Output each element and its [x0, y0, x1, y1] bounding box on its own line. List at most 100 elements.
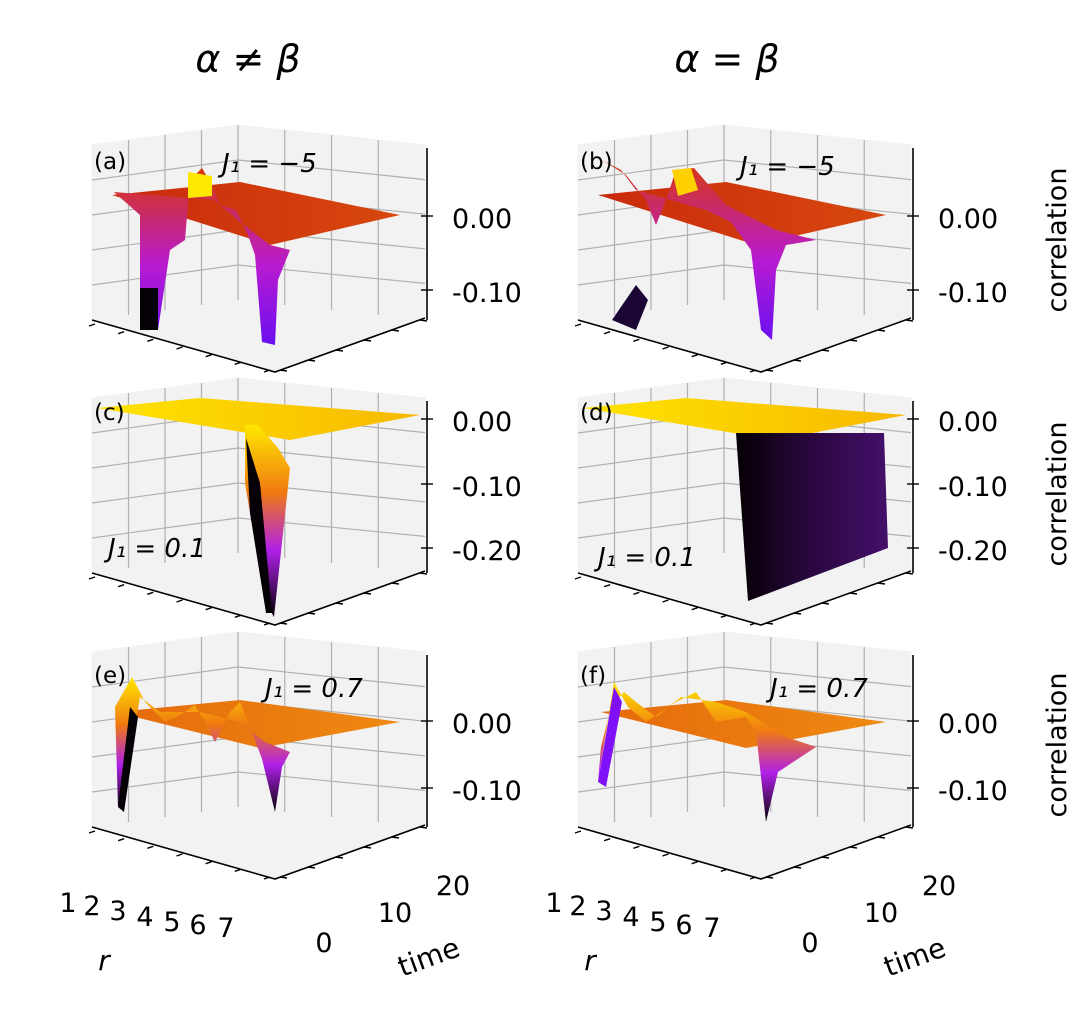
r-tick — [662, 346, 669, 350]
panel-label: (b) — [580, 149, 613, 175]
r-tick — [574, 576, 582, 580]
surface-panel-b: 0.00 -0.10 (b) J₁ = −5 correlation — [574, 124, 1073, 373]
surface — [598, 160, 886, 340]
surface-min — [612, 285, 648, 330]
r-tick — [749, 876, 757, 880]
r-tick-label: 5 — [163, 907, 180, 938]
time-tick — [307, 612, 316, 615]
time-tick — [905, 319, 914, 322]
r-tick — [574, 323, 582, 327]
time-tick — [363, 846, 372, 849]
time-tick — [335, 602, 344, 605]
r-tick — [117, 838, 125, 842]
r-tick — [234, 868, 242, 872]
time-tick — [877, 836, 886, 839]
r-tick-label: 6 — [189, 910, 206, 941]
surface — [112, 168, 400, 345]
z-tick-label: -0.10 — [452, 278, 522, 309]
time-tick — [821, 856, 830, 859]
surface-min — [140, 288, 158, 330]
time-tick — [765, 876, 774, 879]
time-tick-label: 0 — [801, 928, 818, 959]
r-tick-label: 7 — [217, 913, 234, 944]
r-tick-label: 5 — [649, 907, 666, 938]
surface-min — [118, 707, 138, 812]
z-tick-label: 0.00 — [452, 709, 512, 740]
r-tick — [603, 584, 611, 588]
z-tick-label: -0.10 — [452, 472, 522, 503]
r-tick — [263, 876, 271, 880]
time-tick — [419, 319, 428, 322]
surface-sheet — [97, 398, 420, 440]
r-tick — [603, 331, 611, 335]
surface-sheet — [583, 398, 906, 440]
r-tick — [691, 861, 698, 865]
r-tick-label: 1 — [545, 888, 562, 919]
surface-dips — [598, 682, 816, 822]
surface-peak — [188, 172, 212, 198]
r-tick-label: 2 — [569, 891, 586, 922]
r-tick-label: 3 — [595, 896, 612, 927]
z-axis-label: correlation — [1042, 673, 1073, 818]
surface-panel-c: 0.00 -0.10 -0.20 (c) J₁ = 0.1 — [88, 377, 522, 626]
z-axis-label: correlation — [1042, 168, 1073, 313]
surface-min — [598, 687, 622, 787]
z-tick-label: 0.00 — [452, 407, 512, 438]
time-tick — [363, 592, 372, 595]
surface — [97, 398, 420, 617]
surface-dips — [736, 433, 888, 601]
time-tick — [793, 612, 802, 615]
r-tick-label: 4 — [136, 902, 153, 933]
time-tick — [821, 602, 830, 605]
surface-panel-e: 0.00 -0.10 (e) J₁ = 0.7 1 2 3 4 5 6 7 0 10 20 r time — [59, 631, 522, 983]
panel-label: (e) — [94, 663, 126, 689]
time-tick-label: 0 — [315, 928, 332, 959]
r-tick-label: 6 — [675, 910, 692, 941]
time-tick — [279, 876, 288, 879]
r-tick — [147, 338, 154, 342]
time-tick — [279, 622, 288, 625]
time-tick — [279, 369, 288, 372]
time-tick — [419, 826, 428, 829]
z-tick-label: -0.10 — [938, 776, 1008, 807]
surface-min — [246, 438, 272, 613]
r-tick-label: 4 — [622, 902, 639, 933]
r-tick — [88, 323, 96, 327]
time-tick-label: 20 — [922, 871, 956, 902]
surface-panel-a: 0.00 -0.10 (a) J₁ = −5 — [88, 124, 522, 373]
r-tick — [633, 591, 640, 595]
time-tick-label: 20 — [436, 871, 470, 902]
surface — [598, 682, 886, 822]
time-tick — [335, 349, 344, 352]
time-tick — [307, 866, 316, 869]
r-tick — [749, 369, 757, 373]
r-tick — [176, 346, 183, 350]
floor-axes — [91, 824, 426, 880]
floor-axes — [577, 824, 912, 880]
annotation: J₁ = 0.7 — [765, 674, 868, 704]
time-tick — [765, 369, 774, 372]
surface — [115, 677, 400, 812]
r-tick — [662, 853, 669, 857]
time-tick — [877, 329, 886, 332]
panel-label: (d) — [580, 400, 613, 426]
panel-label: (f) — [580, 663, 606, 689]
r-tick — [205, 607, 212, 611]
r-tick — [147, 845, 154, 849]
floor-axes — [91, 570, 426, 626]
time-tick-label: 10 — [864, 898, 898, 929]
r-tick — [205, 354, 212, 358]
r-tick-label: 2 — [83, 891, 100, 922]
z-tick-label: -0.10 — [938, 278, 1008, 309]
z-tick-label: -0.10 — [938, 472, 1008, 503]
r-axis-label: r — [98, 944, 111, 977]
time-tick — [905, 572, 914, 575]
r-axis-label: r — [584, 944, 597, 977]
r-tick — [720, 868, 728, 872]
time-tick — [905, 826, 914, 829]
annotation: J₁ = −5 — [735, 152, 835, 182]
annotation: J₁ = 0.1 — [103, 534, 206, 564]
r-tick — [603, 838, 611, 842]
r-tick-label: 3 — [109, 896, 126, 927]
